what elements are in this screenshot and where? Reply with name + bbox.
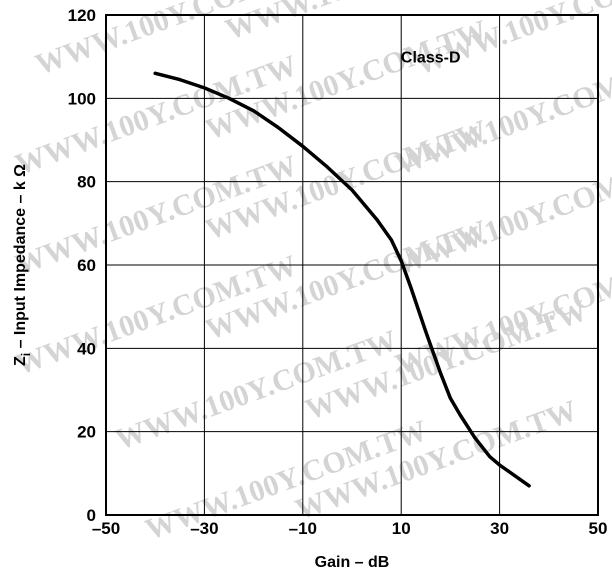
x-tick-label: –50: [92, 519, 120, 538]
y-axis-label-prefix: Z: [12, 356, 29, 366]
x-tick-label: 10: [392, 519, 411, 538]
y-tick-label: 100: [68, 89, 96, 108]
impedance-curve: [153, 71, 531, 488]
x-tick-label: 50: [589, 519, 608, 538]
x-tick-label: –30: [190, 519, 218, 538]
y-tick-label: 0: [87, 506, 96, 525]
y-tick-label: 120: [68, 6, 96, 25]
y-axis-label-subscript: i: [19, 353, 33, 356]
y-tick-label: 40: [77, 339, 96, 358]
x-tick-label: –10: [289, 519, 317, 538]
y-axis-label: Zi – Input Impedance – k Ω: [12, 164, 33, 366]
watermark-layer: WWW.100Y.COM.TW WWW.100Y.COM.TWWWW.100Y.C…: [11, 0, 612, 547]
y-tick-label: 80: [77, 173, 96, 192]
plot-frame: [105, 14, 599, 516]
x-axis-ticks: –50 –30 –10 10 30 50: [92, 519, 608, 538]
annotation-class-d: Class-D: [401, 50, 461, 67]
x-tick-label: 30: [490, 519, 509, 538]
y-axis-label-rest: – Input Impedance – k Ω: [12, 164, 29, 353]
y-tick-label: 20: [77, 423, 96, 442]
x-axis-label: Gain – dB: [315, 554, 390, 571]
y-tick-label: 60: [77, 256, 96, 275]
y-axis-ticks: 0 20 40 60 80 100 120: [68, 6, 96, 525]
